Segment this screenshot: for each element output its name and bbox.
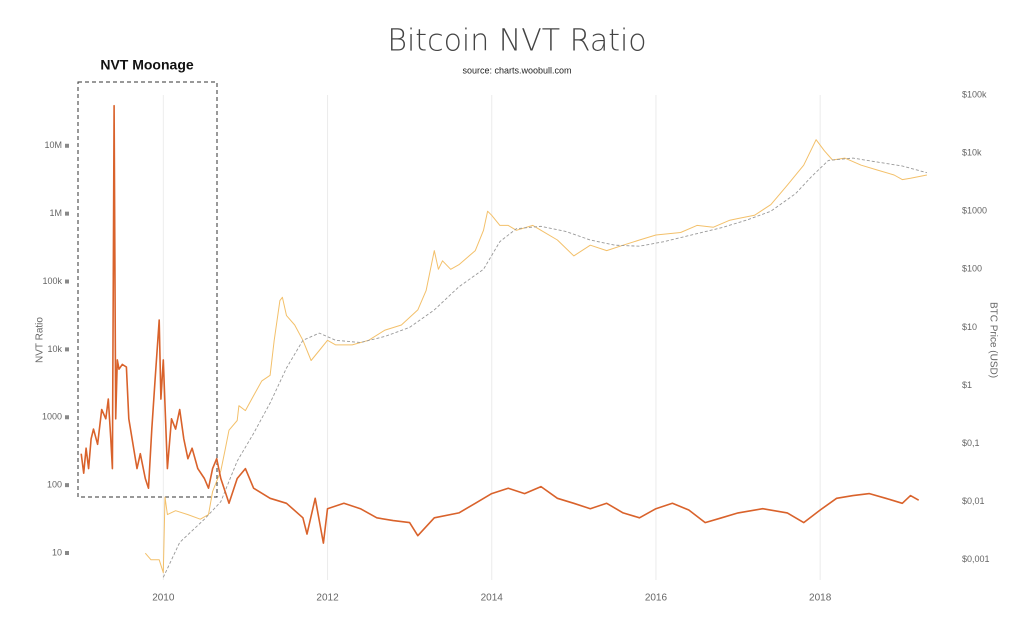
y-tick-label: 100k bbox=[42, 276, 62, 286]
chart-subtitle: source: charts.woobull.com bbox=[462, 65, 571, 75]
x-tick-label: 2018 bbox=[809, 593, 832, 604]
y-axis-label: NVT Ratio bbox=[35, 317, 46, 363]
y2-tick-label: $10k bbox=[962, 147, 982, 157]
y-tick-label: 10k bbox=[47, 344, 62, 354]
y-tick-mark bbox=[65, 347, 69, 352]
y2-tick-label: $0,01 bbox=[962, 496, 985, 506]
y-tick-mark bbox=[65, 211, 69, 216]
chart-title: Bitcoin NVT Ratio bbox=[387, 24, 646, 59]
x-tick-label: 2014 bbox=[481, 593, 504, 604]
y2-tick-label: $1 bbox=[962, 380, 972, 390]
y2-tick-label: $0,001 bbox=[962, 554, 990, 564]
y2-tick-label: $10 bbox=[962, 322, 977, 332]
series-line bbox=[80, 104, 920, 544]
y2-tick-label: $100k bbox=[962, 89, 987, 99]
y-tick-label: 1M bbox=[49, 208, 62, 218]
annotation: NVT Moonage bbox=[100, 57, 194, 73]
y-tick-mark bbox=[65, 279, 69, 284]
y-tick-label: 10M bbox=[44, 140, 62, 150]
y2-tick-label: $0,1 bbox=[962, 438, 980, 448]
y2-tick-label: $1000 bbox=[962, 206, 987, 216]
x-tick-label: 2016 bbox=[645, 593, 668, 604]
x-tick-label: 2010 bbox=[152, 593, 175, 604]
y-tick-mark bbox=[65, 483, 69, 488]
y-tick-label: 1000 bbox=[42, 412, 62, 422]
y-tick-mark bbox=[65, 550, 69, 555]
y-tick-label: 100 bbox=[47, 479, 62, 489]
series-line bbox=[144, 139, 927, 574]
y-tick-mark bbox=[65, 415, 69, 420]
y-tick-label: 10 bbox=[52, 547, 62, 557]
moving-average-line bbox=[162, 157, 928, 578]
annotation-box bbox=[77, 81, 218, 498]
y2-axis-label: BTC Price (USD) bbox=[987, 302, 998, 378]
y-tick-mark bbox=[65, 143, 69, 148]
y2-tick-label: $100 bbox=[962, 264, 982, 274]
x-tick-label: 2012 bbox=[316, 593, 339, 604]
